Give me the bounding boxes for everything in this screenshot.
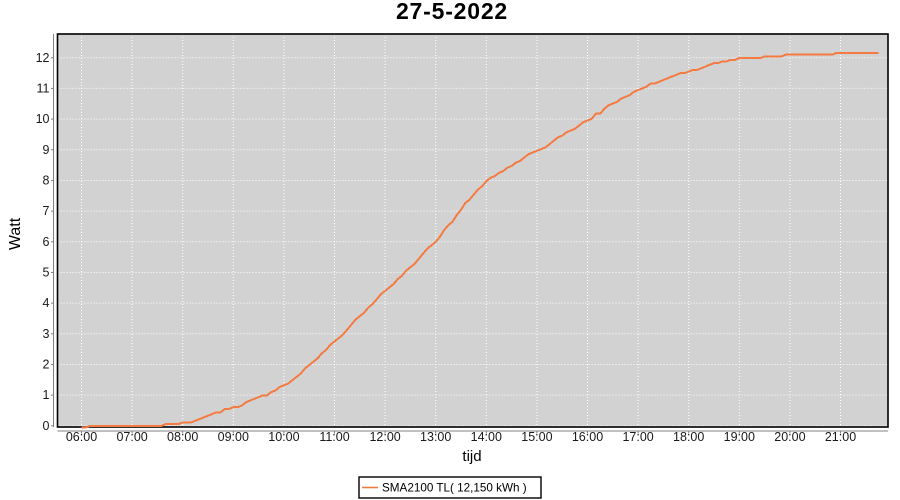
svg-text:11: 11 — [37, 81, 50, 95]
svg-text:2: 2 — [43, 357, 50, 371]
svg-text:6: 6 — [43, 235, 50, 249]
svg-text:1: 1 — [43, 388, 50, 402]
svg-text:tijd: tijd — [462, 448, 481, 465]
svg-text:0: 0 — [43, 419, 50, 433]
svg-text:Watt: Watt — [7, 217, 24, 250]
svg-text:5: 5 — [43, 265, 50, 279]
svg-text:10: 10 — [36, 112, 50, 126]
svg-text:4: 4 — [43, 296, 50, 310]
svg-text:SMA2100 TL( 12,150 kWh ): SMA2100 TL( 12,150 kWh ) — [382, 482, 527, 495]
svg-text:27-5-2022: 27-5-2022 — [396, 0, 508, 24]
svg-text:12: 12 — [36, 51, 50, 65]
svg-text:7: 7 — [43, 204, 50, 218]
svg-text:9: 9 — [43, 143, 50, 157]
svg-text:3: 3 — [43, 327, 50, 341]
svg-text:8: 8 — [43, 173, 50, 187]
